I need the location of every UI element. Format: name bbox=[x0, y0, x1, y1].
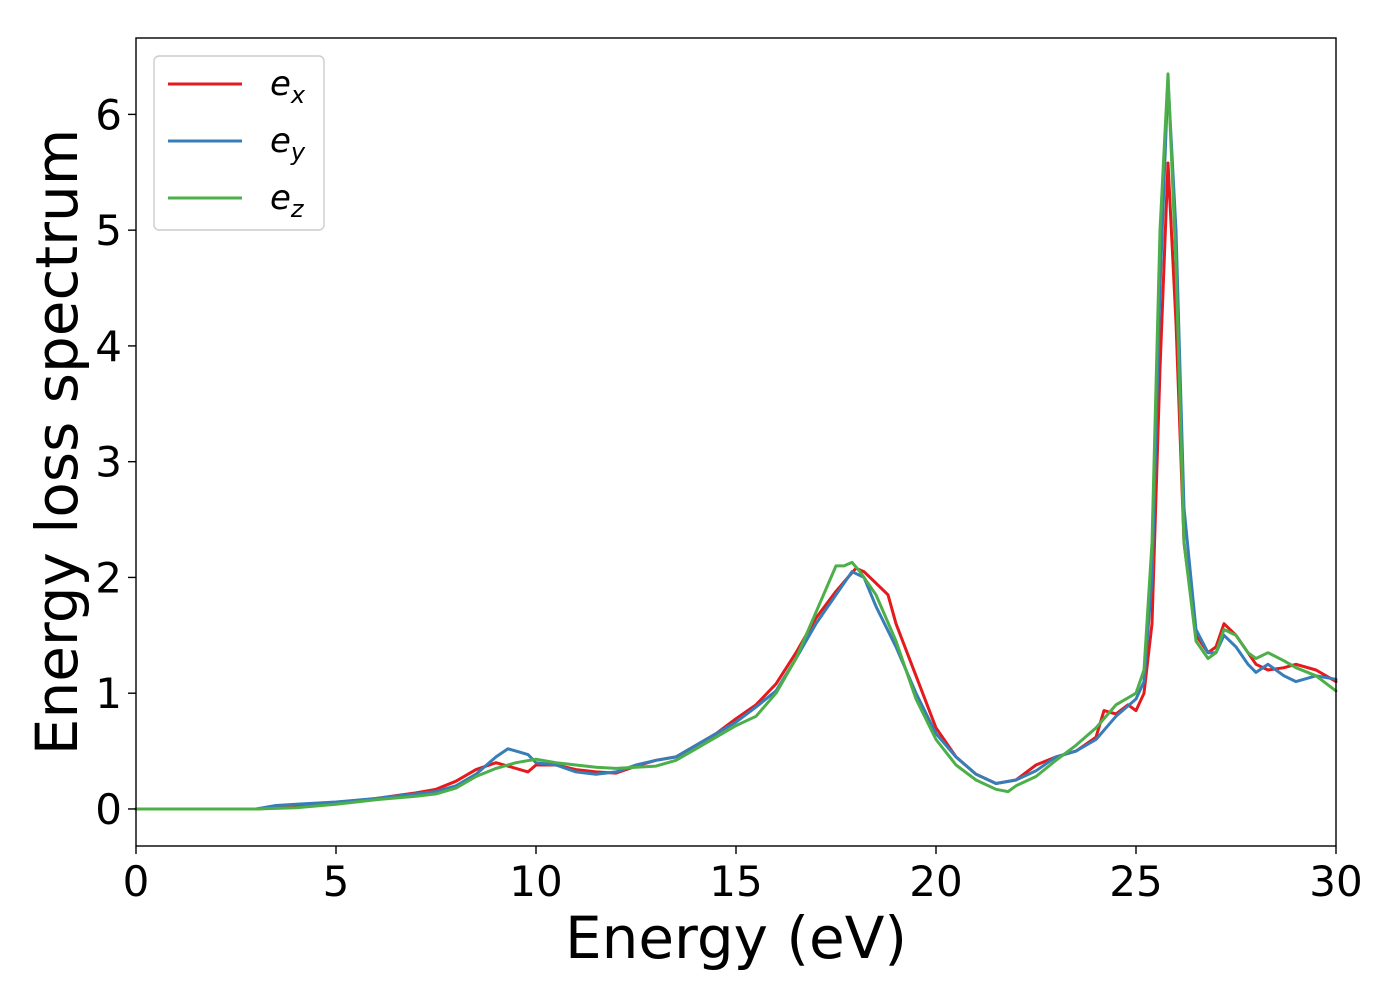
y-tick-label: 0 bbox=[95, 785, 122, 834]
x-tick-label: 20 bbox=[909, 857, 962, 906]
y-tick-label: 1 bbox=[95, 669, 122, 718]
y-axis-title: Energy loss spectrum bbox=[23, 129, 91, 755]
legend-label-z: ez bbox=[270, 178, 305, 223]
y-tick-label: 5 bbox=[95, 206, 122, 255]
legend: ex ey ez bbox=[153, 55, 325, 231]
x-tick-label: 0 bbox=[123, 857, 150, 906]
x-tick-label: 5 bbox=[323, 857, 350, 906]
legend-box bbox=[153, 55, 325, 231]
series-layer bbox=[134, 72, 1338, 811]
y-tick-label: 2 bbox=[95, 553, 122, 602]
x-tick-label: 10 bbox=[509, 857, 562, 906]
y-axis: 0 1 2 3 4 5 6 bbox=[95, 90, 136, 834]
x-tick-label: 25 bbox=[1109, 857, 1162, 906]
x-axis: 0 5 10 15 20 25 30 bbox=[123, 846, 1363, 906]
series-line-z bbox=[134, 72, 1338, 811]
y-tick-label: 4 bbox=[95, 322, 122, 371]
x-tick-label: 15 bbox=[709, 857, 762, 906]
x-axis-title: Energy (eV) bbox=[565, 904, 907, 972]
series-line-y bbox=[134, 78, 1338, 811]
legend-label-x: ex bbox=[270, 64, 306, 109]
y-tick-label: 3 bbox=[95, 438, 122, 487]
legend-label-y: ey bbox=[270, 121, 306, 166]
x-tick-label: 30 bbox=[1309, 857, 1362, 906]
y-tick-label: 6 bbox=[95, 90, 122, 139]
